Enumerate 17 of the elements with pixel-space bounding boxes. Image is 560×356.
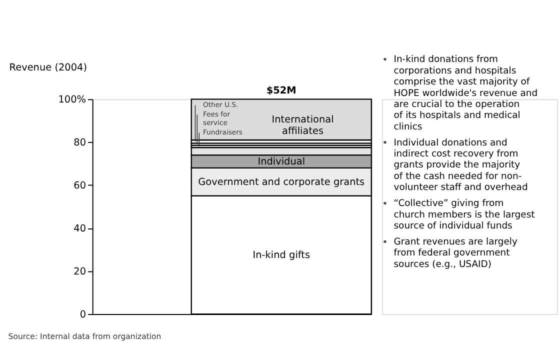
y-tick-label: 100% — [58, 94, 86, 106]
series-label: Individual — [258, 156, 306, 168]
y-tick-label: 20 — [74, 266, 86, 278]
text: In-kind donations from corporations and hospitals comprise the vast majority of HOPE worldwide's revenue and are crucial to the operation of its hospitals and medical clinics — [394, 54, 538, 132]
series-label: International affiliates — [272, 114, 334, 138]
y-axis-title: Revenue (2004) — [9, 62, 88, 74]
text: Individual donations and indirect cost recovery from grants provide the majority of the cash needed for non-volunteer staff and overhead — [394, 137, 528, 194]
source-note: Source: Internal data from organization — [8, 332, 162, 341]
y-tick-label: 40 — [74, 223, 86, 234]
y-tick-label: 0 — [80, 309, 86, 320]
y-tick-label: 60 — [74, 180, 86, 192]
text: Grant revenues are largely from federal government sources (e.g., USAID) — [394, 236, 518, 270]
annotation: $52M — [266, 85, 296, 96]
series-label: In-kind gifts — [252, 250, 310, 261]
text: “Collective” giving from church members is the largest source of individual funds — [394, 198, 536, 232]
series-label: Government and corporate grants — [198, 176, 365, 188]
y-tick-label: 80 — [74, 138, 86, 149]
